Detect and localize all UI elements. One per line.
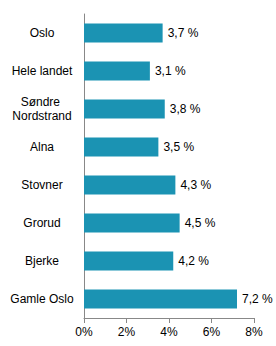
svg-text:4,5 %: 4,5 % [185, 216, 216, 230]
svg-text:Nordstrand: Nordstrand [12, 109, 71, 123]
svg-text:Alna: Alna [30, 140, 54, 154]
svg-text:3,5 %: 3,5 % [163, 140, 194, 154]
svg-text:Hele landet: Hele landet [12, 64, 73, 78]
svg-text:4,3 %: 4,3 % [180, 178, 211, 192]
svg-text:0%: 0% [75, 325, 93, 339]
svg-text:Stovner: Stovner [21, 178, 62, 192]
svg-text:Bjerke: Bjerke [25, 254, 59, 268]
svg-text:3,7 %: 3,7 % [168, 26, 199, 40]
svg-text:7,2 %: 7,2 % [242, 292, 273, 306]
svg-text:Grorud: Grorud [23, 216, 60, 230]
svg-text:Søndre: Søndre [21, 95, 64, 109]
svg-text:2%: 2% [118, 325, 136, 339]
svg-text:4,2 %: 4,2 % [178, 254, 209, 268]
svg-text:4%: 4% [160, 325, 178, 339]
svg-text:Oslo: Oslo [30, 26, 55, 40]
svg-text:3,1 %: 3,1 % [155, 64, 186, 78]
svg-text:Gamle Oslo: Gamle Oslo [10, 292, 74, 306]
svg-text:6%: 6% [203, 325, 221, 339]
svg-text:8%: 8% [245, 325, 263, 339]
svg-text:3,8 %: 3,8 % [170, 102, 201, 116]
